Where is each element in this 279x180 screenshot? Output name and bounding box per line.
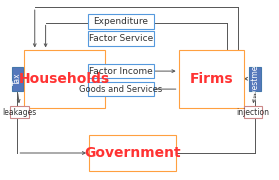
Text: Investment: Investment [250,57,259,100]
Text: Expenditure: Expenditure [93,17,148,26]
Text: leakages: leakages [3,108,37,117]
FancyBboxPatch shape [10,106,29,118]
Text: Goods and Services: Goods and Services [79,85,163,94]
FancyBboxPatch shape [179,50,244,108]
FancyBboxPatch shape [88,31,154,46]
FancyBboxPatch shape [249,67,261,91]
FancyBboxPatch shape [88,82,154,96]
Text: Firms: Firms [189,72,233,86]
Text: Government: Government [84,146,181,160]
Text: injection: injection [236,108,270,117]
FancyBboxPatch shape [244,106,262,118]
FancyBboxPatch shape [12,67,23,91]
Text: Households: Households [19,72,110,86]
FancyBboxPatch shape [24,50,105,108]
Text: Tax: Tax [13,72,22,85]
FancyBboxPatch shape [88,64,154,78]
FancyBboxPatch shape [89,135,176,171]
FancyBboxPatch shape [88,14,154,29]
Text: Factor Income: Factor Income [89,67,153,76]
Text: Factor Service: Factor Service [89,34,153,43]
